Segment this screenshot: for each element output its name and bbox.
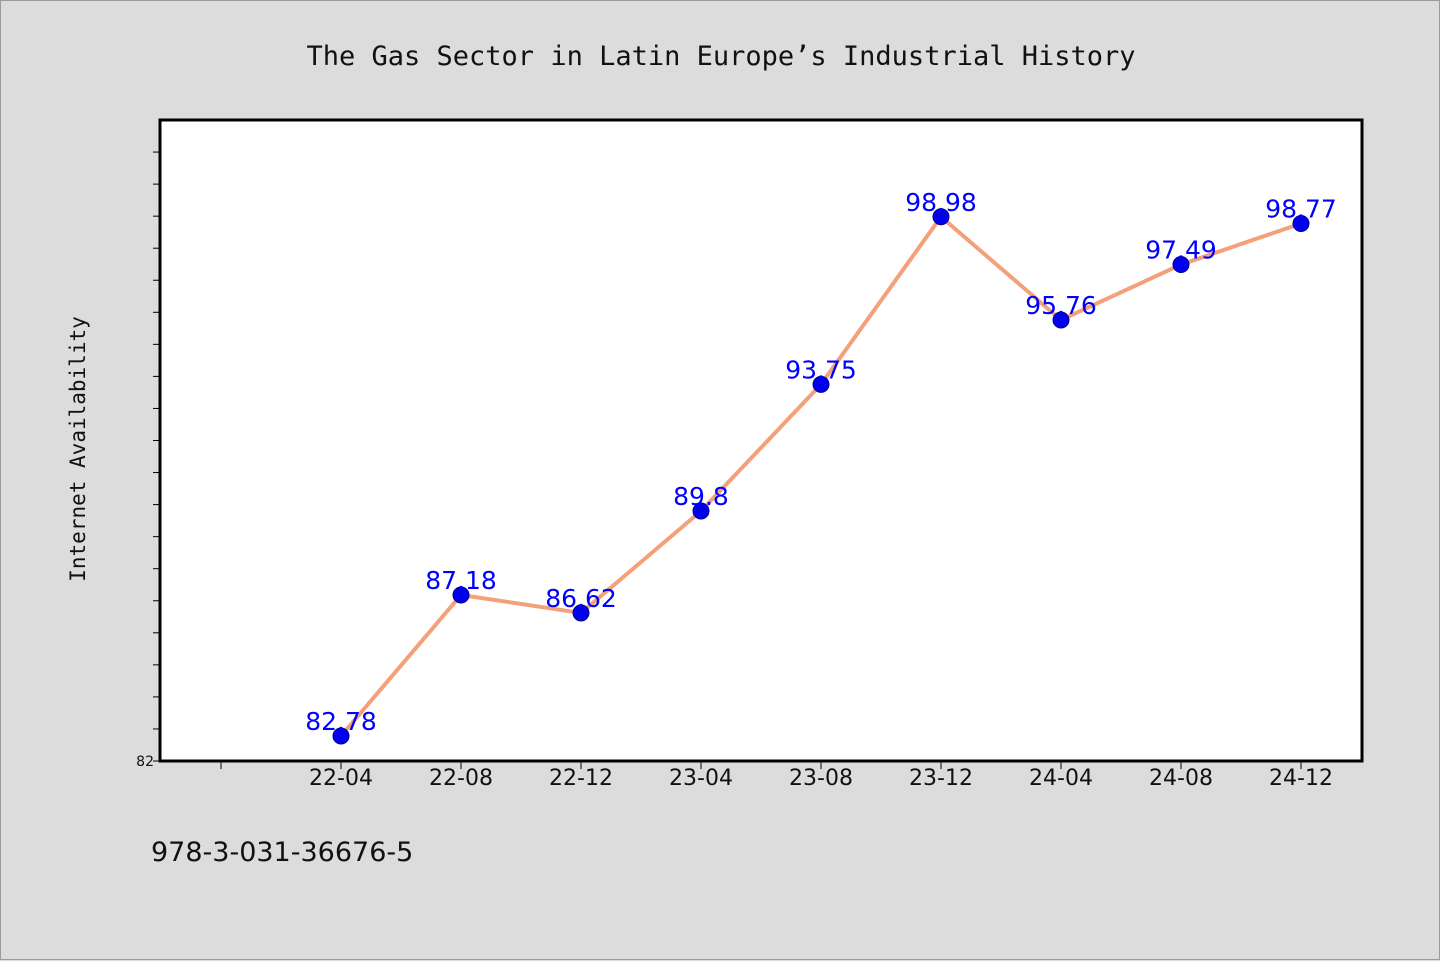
x-tick-label: 24-04 [1029, 766, 1093, 791]
data-label: 97.49 [1145, 236, 1217, 265]
x-tick-label: 22-08 [429, 766, 493, 791]
data-point [692, 502, 710, 520]
data-label: 93.75 [785, 355, 857, 384]
x-tick-label: 23-08 [789, 766, 853, 791]
data-point [1292, 215, 1310, 233]
data-label: 82.78 [305, 707, 377, 736]
data-label: 89.8 [673, 482, 729, 511]
data-markers [332, 208, 1310, 745]
data-point [1172, 256, 1190, 274]
data-labels: 82.78 87.18 86.62 89.8 93.75 98.98 95.76 97.49 9… [305, 188, 1337, 736]
y-axis-ticks [153, 151, 160, 762]
data-point [812, 375, 830, 393]
plot-area [158, 118, 1364, 763]
x-axis-ticks: 22-04 22-08 22-12 23-04 23-08 23-12 24-04 24-08… [220, 761, 1333, 791]
data-label: 95.76 [1025, 291, 1097, 320]
x-tick-label: 23-04 [669, 766, 733, 791]
chart-title: The Gas Sector in Latin Europe’s Industr… [306, 41, 1135, 72]
isbn-text: 978-3-031-36676-5 [151, 837, 414, 868]
data-label: 86.62 [545, 584, 617, 613]
data-point [1052, 311, 1070, 329]
x-tick-label: 22-12 [549, 766, 613, 791]
x-tick-label: 24-12 [1269, 766, 1333, 791]
data-label: 98.77 [1265, 195, 1337, 224]
data-point [572, 604, 590, 622]
data-point [332, 727, 350, 745]
data-point [932, 208, 950, 226]
data-point [452, 586, 470, 604]
y-axis-min-label: 82 [136, 754, 154, 770]
x-tick-label: 24-08 [1149, 766, 1213, 791]
x-tick-label: 23-12 [909, 766, 973, 791]
data-label: 87.18 [425, 566, 497, 595]
y-axis-label: Internet Availability [66, 316, 90, 582]
x-tick-label: 22-04 [309, 766, 373, 791]
data-label: 98.98 [905, 188, 977, 217]
